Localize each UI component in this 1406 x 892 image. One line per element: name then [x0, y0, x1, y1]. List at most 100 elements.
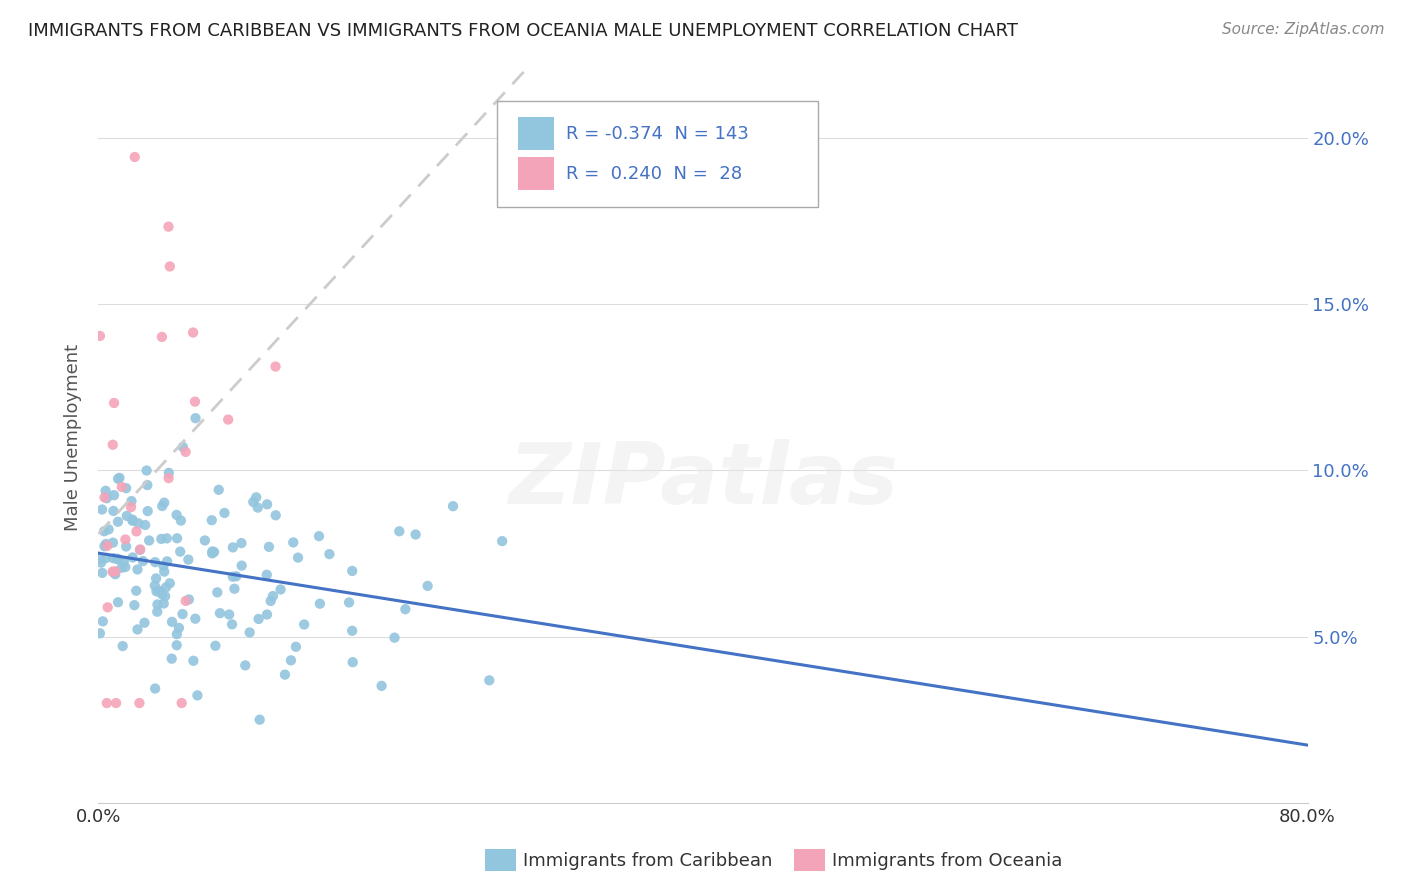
Point	[111, 560, 134, 574]
Point	[150, 587, 173, 601]
Point	[107, 515, 129, 529]
Point	[143, 578, 166, 592]
Point	[152, 597, 174, 611]
Point	[292, 617, 315, 632]
Point	[103, 488, 125, 502]
Point	[208, 483, 231, 497]
Point	[143, 555, 166, 569]
Point	[174, 594, 197, 608]
Point	[93, 491, 115, 505]
Point	[231, 558, 253, 573]
Point	[416, 579, 439, 593]
Point	[342, 655, 364, 669]
Point	[239, 625, 262, 640]
Point	[155, 580, 177, 594]
Point	[145, 584, 167, 599]
Point	[103, 565, 125, 579]
Point	[91, 566, 114, 580]
Text: Immigrants from Oceania: Immigrants from Oceania	[832, 852, 1063, 870]
Text: Immigrants from Caribbean: Immigrants from Caribbean	[523, 852, 772, 870]
Point	[207, 585, 229, 599]
Point	[214, 506, 236, 520]
Point	[169, 544, 191, 558]
Point	[222, 541, 245, 555]
Point	[491, 534, 513, 549]
Point	[135, 463, 157, 477]
FancyBboxPatch shape	[498, 101, 818, 207]
Point	[170, 696, 193, 710]
Point	[309, 597, 332, 611]
Point	[270, 582, 292, 597]
Point	[153, 565, 176, 579]
Y-axis label: Male Unemployment: Male Unemployment	[65, 343, 83, 531]
Point	[112, 555, 135, 569]
Point	[111, 639, 134, 653]
Point	[94, 483, 117, 498]
Point	[186, 689, 208, 703]
Point	[90, 556, 112, 570]
Point	[166, 627, 188, 641]
Point	[96, 696, 118, 710]
Point	[245, 491, 267, 505]
Point	[167, 621, 190, 635]
Point	[441, 499, 464, 513]
Point	[103, 551, 125, 566]
Point	[274, 667, 297, 681]
Point	[405, 527, 427, 541]
Point	[148, 584, 170, 599]
Point	[121, 494, 143, 508]
Point	[208, 606, 231, 620]
Point	[157, 219, 180, 234]
Point	[97, 522, 120, 536]
Point	[128, 696, 150, 710]
Point	[287, 550, 309, 565]
Point	[177, 552, 200, 566]
Point	[231, 536, 253, 550]
Point	[145, 571, 167, 585]
Point	[104, 567, 127, 582]
Point	[120, 500, 142, 514]
Point	[222, 570, 245, 584]
Point	[177, 592, 200, 607]
Point	[101, 438, 124, 452]
Point	[129, 542, 152, 557]
Point	[153, 589, 176, 603]
Point	[217, 412, 239, 426]
Point	[264, 359, 287, 374]
Point	[111, 480, 134, 494]
Point	[93, 524, 115, 539]
Point	[150, 532, 173, 546]
Point	[124, 598, 146, 612]
Point	[256, 607, 278, 622]
Point	[218, 607, 240, 622]
Point	[247, 612, 270, 626]
Point	[260, 594, 283, 608]
Point	[170, 514, 193, 528]
Point	[132, 554, 155, 568]
Point	[108, 471, 131, 485]
Point	[201, 513, 224, 527]
Point	[183, 654, 205, 668]
Point	[115, 540, 138, 554]
Point	[257, 540, 280, 554]
Point	[104, 565, 127, 579]
Point	[394, 602, 416, 616]
Point	[125, 524, 148, 539]
Point	[166, 531, 188, 545]
Point	[194, 533, 217, 548]
Point	[201, 546, 224, 560]
Point	[160, 615, 183, 629]
Point	[242, 495, 264, 509]
Point	[127, 562, 149, 576]
Point	[121, 550, 143, 565]
Point	[156, 532, 179, 546]
Point	[146, 605, 169, 619]
Point	[184, 612, 207, 626]
Text: Source: ZipAtlas.com: Source: ZipAtlas.com	[1222, 22, 1385, 37]
Point	[149, 584, 172, 599]
Point	[337, 595, 360, 609]
Text: ZIPatlas: ZIPatlas	[508, 440, 898, 523]
Point	[249, 713, 271, 727]
Point	[124, 150, 146, 164]
Point	[125, 583, 148, 598]
